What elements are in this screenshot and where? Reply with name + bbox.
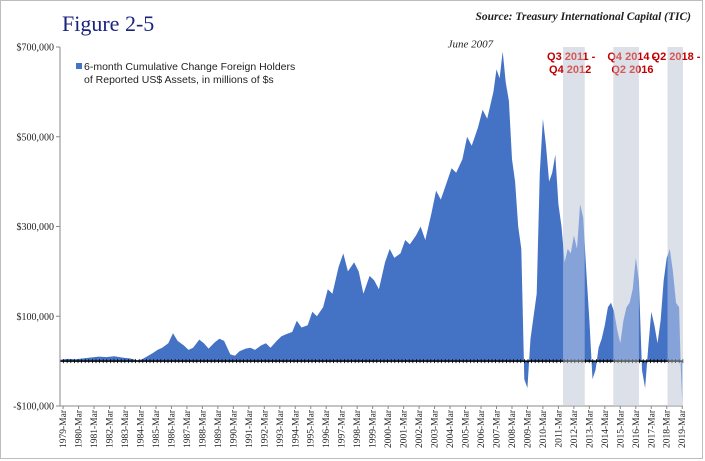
- x-tick-label: 1998-Mar: [353, 409, 363, 448]
- x-tick-label: 1993-Mar: [276, 409, 286, 448]
- x-tick-label: 2019-Mar: [678, 409, 688, 448]
- shaded-period-label-2-0: Q2 2018 -: [652, 51, 701, 63]
- x-tick-label: 2010-Mar: [539, 409, 549, 448]
- x-tick-label: 1984-Mar: [136, 409, 146, 448]
- x-tick-label: 2013-Mar: [585, 409, 595, 448]
- x-tick-label: 1994-Mar: [291, 409, 301, 448]
- legend-label-line-1: of Reported US$ Assets, in millions of $…: [84, 74, 274, 86]
- x-tick-label: 1987-Mar: [183, 409, 193, 448]
- x-tick-label: 1990-Mar: [229, 409, 239, 448]
- source-note: Source: Treasury International Capital (…: [475, 11, 691, 23]
- x-tick-label: 2007-Mar: [492, 409, 502, 448]
- y-tick-label: $100,000: [17, 312, 55, 323]
- shaded-period-label-1-0: Q4 2014 -: [607, 51, 656, 63]
- x-tick-label: 2003-Mar: [431, 409, 441, 448]
- x-tick-label: 1989-Mar: [214, 409, 224, 448]
- x-tick-label: 2016-Mar: [632, 409, 642, 448]
- x-tick-label: 1991-Mar: [245, 409, 255, 448]
- figure-label: Figure 2-5: [62, 11, 155, 36]
- x-tick-label: 2014-Mar: [601, 409, 611, 448]
- x-tick-label: 1983-Mar: [121, 409, 131, 448]
- x-tick-label: 1980-Mar: [75, 409, 85, 448]
- x-tick-label: 1981-Mar: [90, 409, 100, 448]
- shaded-period-overlay-0: [563, 47, 585, 406]
- x-tick-label: 2017-Mar: [647, 409, 657, 448]
- x-tick-label: 2008-Mar: [508, 409, 518, 448]
- legend: 6-month Cumulative Change Foreign Holder…: [76, 61, 295, 86]
- shaded-period-label-0-0: Q3 2011 -: [547, 51, 596, 63]
- y-axis: -$100,000 $100,000 $300,000 $500,000 $700,00…: [13, 43, 61, 413]
- x-tick-label: 1995-Mar: [307, 409, 317, 448]
- y-tick-label: $300,000: [17, 222, 55, 233]
- x-tick-label: 1999-Mar: [369, 409, 379, 448]
- shaded-period-overlay-2: [667, 47, 683, 406]
- annotation-0: June 2007: [448, 38, 494, 50]
- zero-baseline: [59, 359, 684, 364]
- x-tick-label: 2018-Mar: [663, 409, 673, 448]
- legend-swatch: [76, 63, 82, 69]
- x-tick-label: 1997-Mar: [338, 409, 348, 448]
- x-tick-label: 2015-Mar: [616, 409, 626, 448]
- x-tick-label: 2009-Mar: [523, 409, 533, 448]
- x-tick-label: 1992-Mar: [260, 409, 270, 448]
- x-tick-label: 1986-Mar: [167, 409, 177, 448]
- x-tick-label: 2012-Mar: [570, 409, 580, 448]
- series-area: [60, 51, 683, 402]
- x-axis: 1979-Mar 1980-Mar 1981-Mar 1982-Mar 1983-Mar…: [59, 405, 688, 448]
- x-tick-label: 2001-Mar: [400, 409, 410, 448]
- shaded-period-overlay-1: [613, 47, 639, 406]
- y-tick-label: $700,000: [17, 43, 55, 54]
- legend-label-line-0: 6-month Cumulative Change Foreign Holder…: [84, 61, 295, 73]
- x-tick-label: 2006-Mar: [477, 409, 487, 448]
- x-tick-label: 1996-Mar: [322, 409, 332, 448]
- y-tick-label: $500,000: [17, 132, 55, 143]
- x-tick-label: 1979-Mar: [59, 409, 69, 448]
- x-tick-label: 1988-Mar: [198, 409, 208, 448]
- y-tick-label: -$100,000: [13, 402, 54, 413]
- x-tick-label: 2005-Mar: [462, 409, 472, 448]
- shaded-period-label-0-1: Q4 2012: [549, 64, 591, 76]
- x-tick-label: 1982-Mar: [106, 409, 116, 448]
- x-tick-label: 2011-Mar: [554, 409, 564, 447]
- x-tick-label: 2004-Mar: [446, 409, 456, 448]
- x-tick-label: 2002-Mar: [415, 409, 425, 448]
- shaded-period-label-1-1: Q2 2016: [611, 64, 653, 76]
- x-tick-label: 1985-Mar: [152, 409, 162, 448]
- x-tick-label: 2000-Mar: [384, 409, 394, 448]
